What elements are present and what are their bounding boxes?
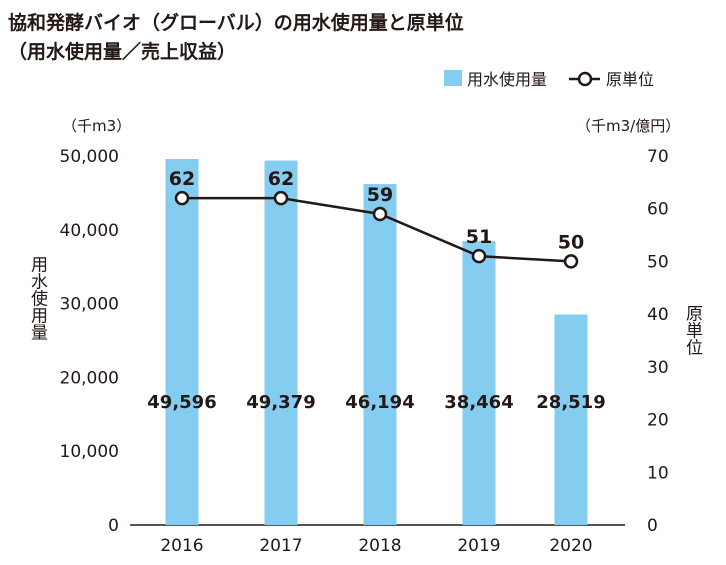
left-axis-unit: （千m3） (62, 117, 131, 135)
bar-value-label: 38,464 (444, 392, 513, 413)
chart-title: 協和発酵バイオ（グローバル）の用水使用量と原単位 (8, 12, 464, 34)
unit-value-label: 62 (169, 168, 195, 190)
x-tick-label: 2017 (259, 536, 302, 556)
left-tick-label: 0 (108, 516, 119, 536)
legend-bar-label: 用水使用量 (467, 70, 547, 89)
unit-point-2020 (563, 254, 579, 269)
right-tick-label: 0 (647, 516, 658, 536)
x-tick-label: 2016 (160, 536, 203, 556)
bar-value-label: 28,519 (536, 392, 605, 413)
legend-bar-swatch (444, 70, 462, 86)
right-axis-title: 原単位 (682, 305, 703, 356)
unit-point-2016 (174, 190, 190, 206)
legend-line-marker (577, 71, 593, 87)
unit-value-label: 50 (558, 231, 584, 253)
bar-2018 (363, 184, 397, 525)
bar-2016 (165, 158, 199, 526)
x-tick-label: 2018 (358, 536, 401, 556)
bar-2019 (462, 241, 496, 525)
right-tick-label: 70 (647, 147, 669, 167)
right-tick-label: 40 (647, 305, 669, 325)
chart-subtitle: （用水使用量／売上収益） (8, 41, 237, 63)
left-tick-label: 40,000 (60, 221, 119, 241)
x-tick-label: 2020 (549, 536, 592, 556)
unit-value-label: 59 (367, 184, 393, 206)
unit-point-2017 (273, 190, 289, 206)
left-tick-label: 30,000 (60, 295, 119, 315)
left-tick-label: 50,000 (60, 147, 119, 167)
left-tick-label: 10,000 (60, 442, 119, 462)
right-tick-label: 30 (647, 358, 669, 378)
x-tick-label: 2019 (457, 536, 500, 556)
unit-point-2018 (372, 206, 388, 222)
bar-2017 (264, 160, 298, 525)
legend-line-label: 原単位 (606, 70, 654, 89)
unit-value-label: 51 (466, 226, 492, 248)
right-axis-unit: （千m3/億円） (576, 117, 680, 135)
bar-value-label: 46,194 (345, 392, 414, 413)
right-tick-label: 10 (647, 463, 669, 483)
left-axis-title: 用水使用量 (27, 256, 48, 341)
right-tick-label: 60 (647, 200, 669, 220)
right-tick-label: 50 (647, 252, 669, 272)
unit-point-2019 (471, 248, 487, 264)
unit-value-label: 62 (268, 168, 294, 190)
bar-value-label: 49,596 (147, 392, 216, 413)
bar-value-label: 49,379 (246, 392, 315, 413)
bar-2020 (554, 314, 588, 525)
left-tick-label: 20,000 (60, 368, 119, 388)
right-tick-label: 20 (647, 411, 669, 431)
